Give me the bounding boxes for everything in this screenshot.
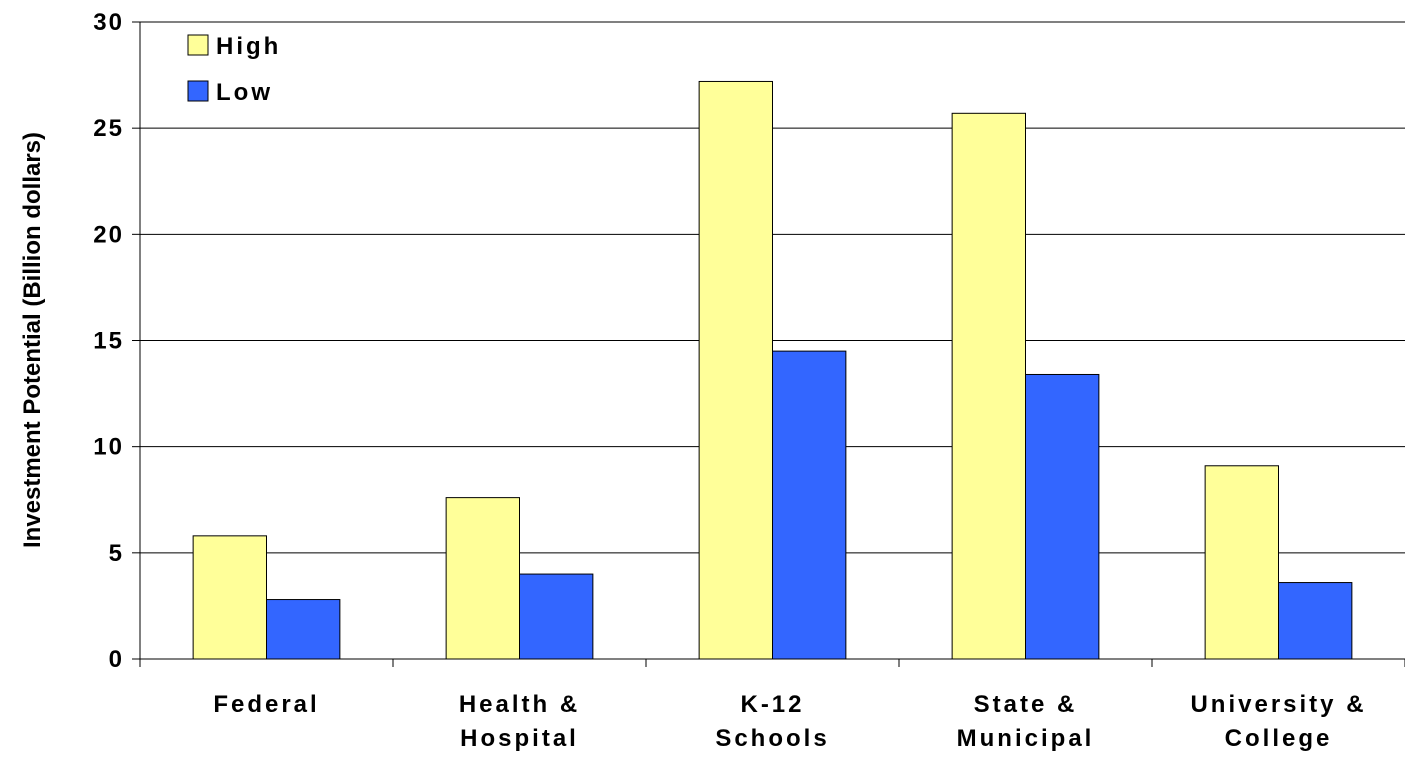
y-tick-label: 25 [93,115,124,142]
y-tick-label: 20 [93,221,124,248]
x-category-label: Schools [715,725,829,752]
x-category-label: University & [1190,691,1366,718]
bar-low-2 [772,350,847,660]
x-category-label: Hospital [460,725,579,752]
bar-high-4 [1204,465,1280,660]
legend-label-low: Low [216,79,273,106]
legend: High Low [187,33,281,106]
x-category-label: Municipal [957,725,1095,752]
bar-low-4 [1278,582,1353,660]
bar-low-0 [266,599,341,660]
x-category-label: K-12 [740,691,804,718]
x-category-labels: Federal Health & Hospital K-12 Schools State … [213,691,1366,752]
bar-high-3 [951,112,1027,660]
y-tick-labels: 0 5 10 15 20 25 30 [93,9,124,673]
bar-high-1 [445,497,521,660]
x-category-label: State & [974,691,1078,718]
bars [192,80,1353,660]
bar-high-2 [698,80,774,660]
x-category-label: Federal [213,691,319,718]
legend-swatch-high [187,34,209,56]
y-tick-label: 15 [93,328,124,355]
axes [132,21,1405,667]
y-axis-title: Investment Potential (Billion dollars) [19,132,46,548]
y-tick-label: 30 [93,9,124,36]
x-category-label: Health & [459,691,580,718]
legend-swatch-low [187,80,209,102]
y-tick-label: 10 [93,434,124,461]
x-category-label: College [1225,725,1333,752]
bar-low-3 [1025,373,1100,660]
legend-label-high: High [216,33,281,60]
bar-low-1 [519,573,594,660]
bar-high-0 [192,535,268,660]
y-tick-label: 5 [109,540,124,567]
y-tick-label: 0 [109,646,124,673]
